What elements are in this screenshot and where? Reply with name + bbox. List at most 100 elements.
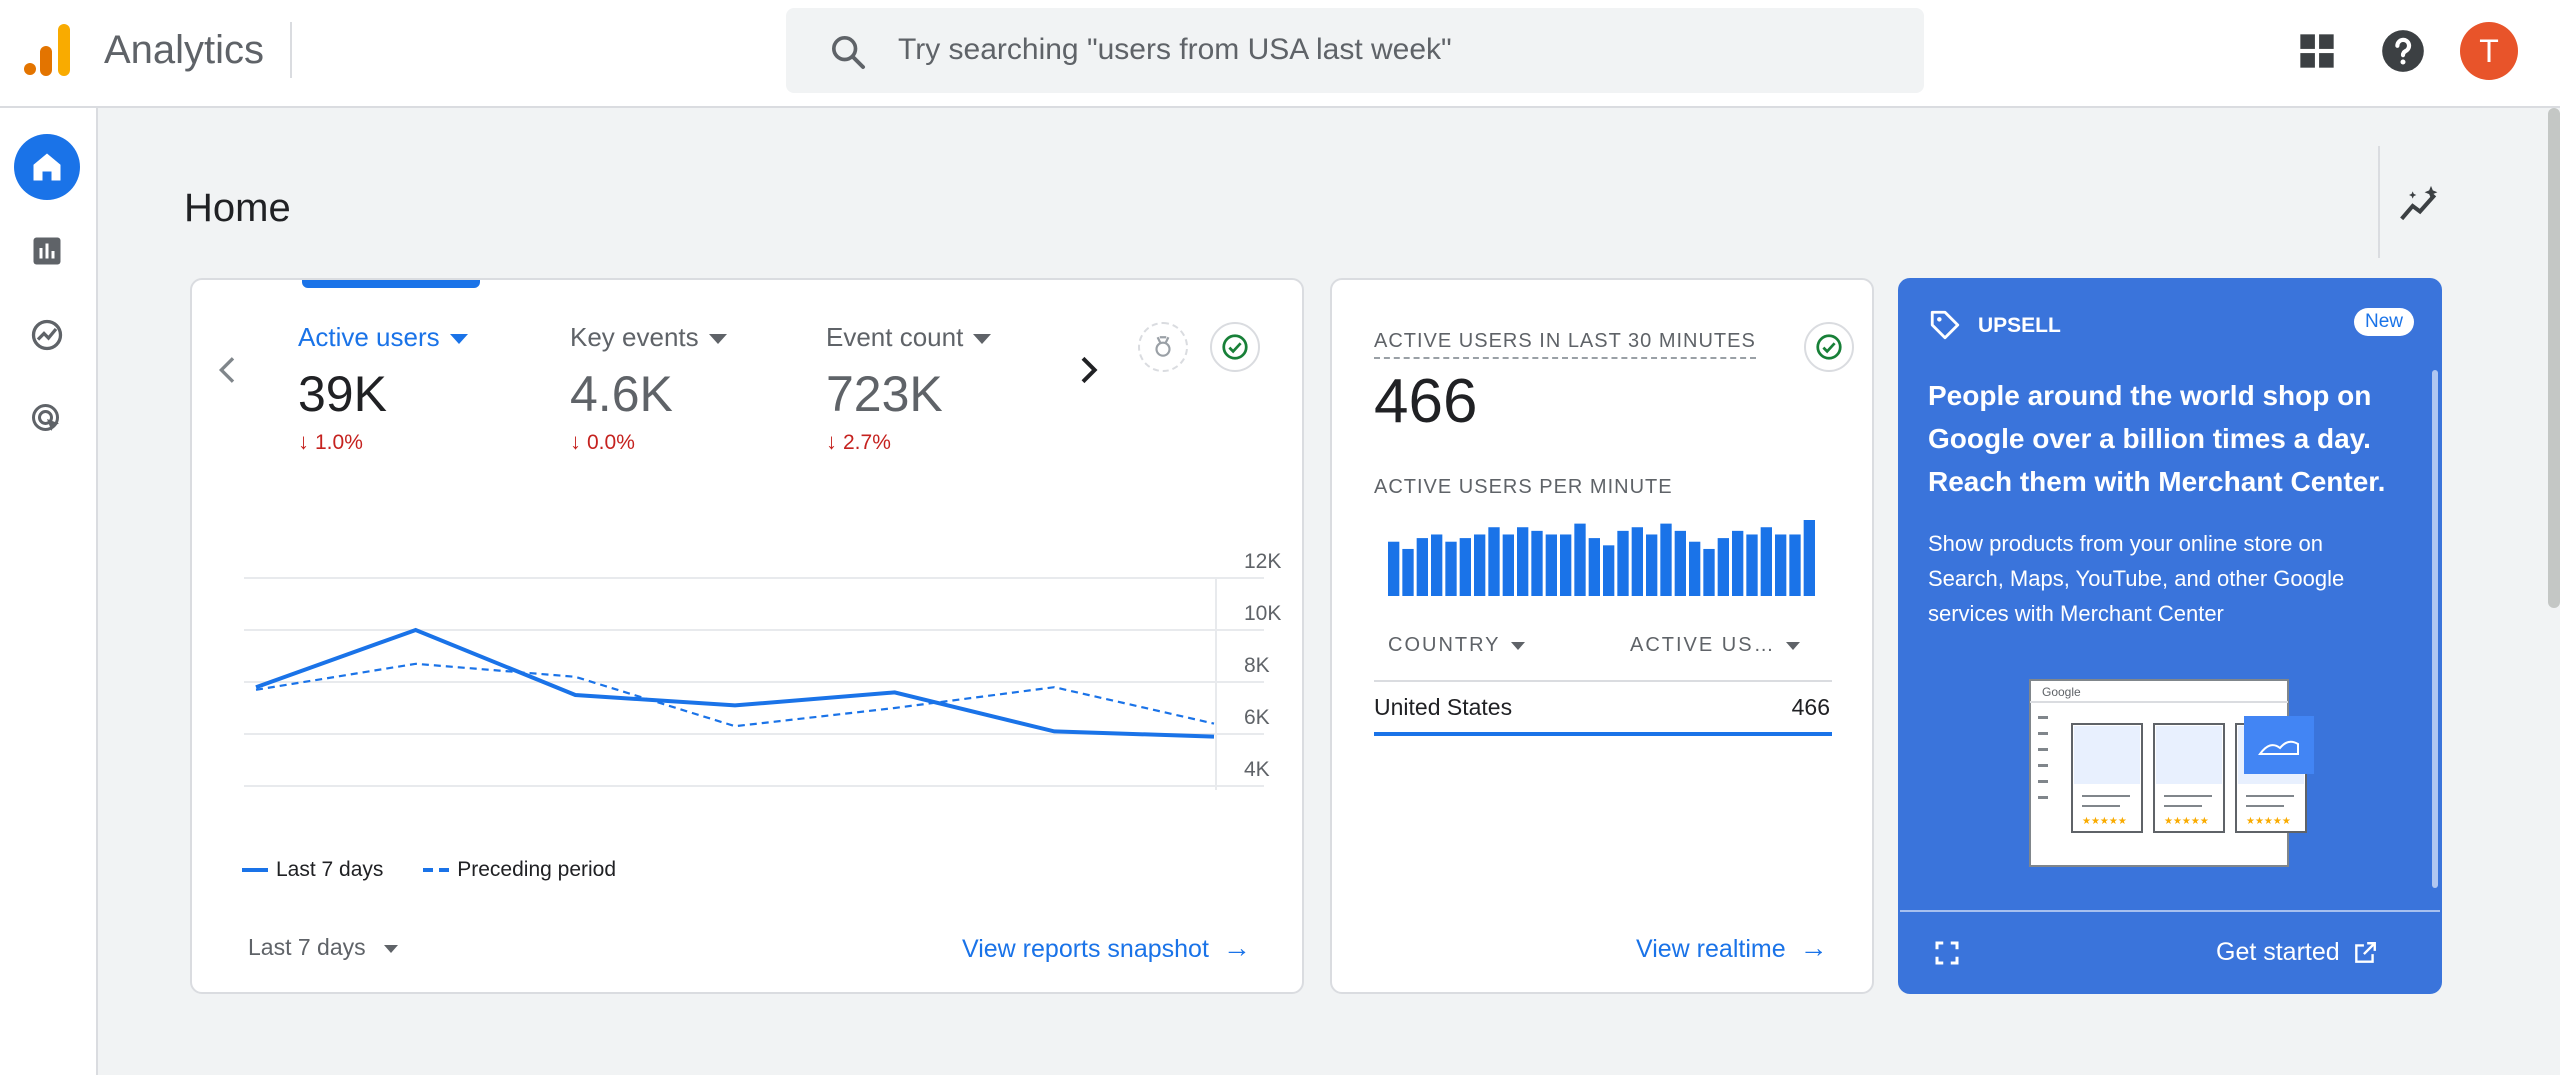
per-minute-title: ACTIVE USERS PER MINUTE bbox=[1374, 476, 1673, 498]
metric-label: Active users bbox=[298, 322, 440, 352]
minute-bar[interactable] bbox=[1459, 538, 1471, 596]
upsell-card: UPSELL New People around the world shop … bbox=[1898, 278, 2442, 994]
illustration-brand: Google bbox=[2042, 685, 2081, 699]
series-line-previous bbox=[255, 662, 1215, 728]
minute-bar[interactable] bbox=[1674, 530, 1686, 596]
minute-bar[interactable] bbox=[1531, 530, 1543, 596]
view-reports-snapshot-link[interactable]: View reports snapshot → bbox=[962, 932, 1251, 964]
per-minute-bar-chart bbox=[1388, 520, 1815, 596]
minute-bar[interactable] bbox=[1588, 538, 1600, 596]
get-started-button[interactable]: Get started bbox=[2216, 938, 2378, 967]
analytics-logo-icon[interactable] bbox=[24, 24, 72, 76]
active-users-column-header[interactable]: ACTIVE US… bbox=[1630, 634, 1800, 657]
minute-bar[interactable] bbox=[1703, 548, 1715, 596]
bar-chart-icon bbox=[33, 237, 61, 265]
minute-bar[interactable] bbox=[1789, 534, 1801, 596]
insights-icon[interactable] bbox=[2398, 184, 2442, 228]
caret-down-icon bbox=[973, 334, 992, 345]
minute-bar[interactable] bbox=[1646, 534, 1658, 596]
minute-bar[interactable] bbox=[1603, 545, 1615, 596]
minute-bar[interactable] bbox=[1388, 541, 1400, 596]
caret-down-icon bbox=[708, 334, 727, 345]
nav-advertising[interactable] bbox=[14, 386, 80, 452]
minute-bar[interactable] bbox=[1416, 538, 1428, 596]
check-circle-icon bbox=[1816, 334, 1842, 360]
apps-grid-icon[interactable] bbox=[2292, 26, 2342, 76]
svg-text:★★★★★: ★★★★★ bbox=[2246, 816, 2291, 827]
legend-swatch-dashed bbox=[423, 868, 450, 873]
legend-previous: Preceding period bbox=[457, 858, 617, 881]
data-quality-badge[interactable] bbox=[1210, 322, 1260, 372]
overview-card: Active users 39K ↓ 1.0% Key events 4.6K ↓… bbox=[190, 278, 1304, 994]
minute-bar[interactable] bbox=[1717, 538, 1729, 596]
upsell-headline: People around the world shop on Google o… bbox=[1928, 380, 2386, 497]
metric-change: 2.7% bbox=[843, 431, 891, 454]
arrow-down-icon: ↓ bbox=[826, 429, 837, 454]
page-scrollbar[interactable] bbox=[2548, 108, 2560, 608]
metric-label: Key events bbox=[570, 322, 699, 352]
account-avatar[interactable]: T bbox=[2460, 22, 2518, 80]
minute-bar[interactable] bbox=[1502, 534, 1514, 596]
minute-bar[interactable] bbox=[1732, 530, 1744, 596]
merchant-center-illustration: Google ★★★★★ ★★★★★ ★★★★★ bbox=[2029, 679, 2314, 867]
minute-bar[interactable] bbox=[1431, 534, 1443, 596]
chevron-right-icon[interactable] bbox=[1068, 350, 1108, 390]
line-chart: 12K10K8K6K4K2K013141516171819Feb bbox=[244, 550, 1281, 790]
svg-text:★★★★★: ★★★★★ bbox=[2082, 816, 2127, 827]
arrow-right-icon: → bbox=[1799, 932, 1828, 963]
minute-bar[interactable] bbox=[1760, 527, 1772, 596]
minute-bar[interactable] bbox=[1545, 534, 1557, 596]
top-app-bar: Analytics T bbox=[0, 0, 2560, 108]
minute-bar[interactable] bbox=[1474, 534, 1486, 596]
nav-explore[interactable] bbox=[14, 302, 80, 368]
minute-bar[interactable] bbox=[1517, 527, 1529, 596]
check-circle-icon bbox=[1222, 334, 1248, 360]
date-range-selector[interactable]: Last 7 days bbox=[248, 934, 398, 961]
minute-bar[interactable] bbox=[1560, 534, 1572, 596]
caret-down-icon bbox=[1785, 641, 1800, 650]
metric-event-count[interactable]: Event count 723K ↓ 2.7% bbox=[826, 322, 992, 455]
minute-bar[interactable] bbox=[1574, 523, 1586, 596]
country-column-header[interactable]: COUNTRY bbox=[1388, 634, 1525, 657]
metric-active-users[interactable]: Active users 39K ↓ 1.0% bbox=[298, 322, 468, 455]
legend-swatch-solid bbox=[242, 868, 268, 873]
minute-bar[interactable] bbox=[1775, 534, 1787, 596]
table-row-bar bbox=[1374, 732, 1832, 736]
realtime-card: ACTIVE USERS IN LAST 30 MINUTES 466 ACTI… bbox=[1330, 278, 1874, 994]
y-tick-label: 12K bbox=[1244, 550, 1281, 573]
upsell-scrollbar[interactable] bbox=[2432, 370, 2438, 888]
caret-down-icon bbox=[383, 944, 398, 953]
expand-icon[interactable] bbox=[1932, 938, 1962, 968]
realtime-title[interactable]: ACTIVE USERS IN LAST 30 MINUTES bbox=[1374, 330, 1756, 359]
title-divider bbox=[290, 22, 292, 78]
minute-bar[interactable] bbox=[1617, 530, 1629, 596]
new-badge: New bbox=[2354, 308, 2414, 336]
realtime-status-badge[interactable] bbox=[1804, 322, 1854, 372]
help-icon[interactable] bbox=[2378, 26, 2428, 76]
active-tab-indicator bbox=[302, 280, 480, 288]
minute-bar[interactable] bbox=[1488, 527, 1500, 596]
upsell-body: Show products from your online store on … bbox=[1928, 531, 2345, 626]
open-in-new-icon bbox=[2354, 942, 2376, 964]
chevron-left-icon[interactable] bbox=[208, 350, 248, 390]
metric-key-events[interactable]: Key events 4.6K ↓ 0.0% bbox=[570, 322, 727, 455]
search-input[interactable] bbox=[898, 22, 1888, 78]
search-bar[interactable] bbox=[786, 8, 1924, 93]
metric-value: 4.6K bbox=[570, 366, 673, 422]
minute-bar[interactable] bbox=[1445, 541, 1457, 596]
metric-value: 723K bbox=[826, 366, 943, 422]
minute-bar[interactable] bbox=[1402, 548, 1414, 596]
minute-bar[interactable] bbox=[1803, 520, 1815, 596]
insight-badge[interactable] bbox=[1138, 322, 1188, 372]
minute-bar[interactable] bbox=[1660, 523, 1672, 596]
nav-home[interactable] bbox=[14, 134, 80, 200]
upsell-label: UPSELL bbox=[1978, 314, 2061, 337]
minute-bar[interactable] bbox=[1631, 527, 1643, 596]
caret-down-icon bbox=[449, 334, 468, 345]
nav-reports[interactable] bbox=[14, 218, 80, 284]
view-realtime-link[interactable]: View realtime → bbox=[1636, 932, 1828, 964]
minute-bar[interactable] bbox=[1746, 534, 1758, 596]
page-title: Home bbox=[184, 186, 291, 230]
header-label: ACTIVE US… bbox=[1630, 634, 1776, 656]
minute-bar[interactable] bbox=[1689, 541, 1701, 596]
